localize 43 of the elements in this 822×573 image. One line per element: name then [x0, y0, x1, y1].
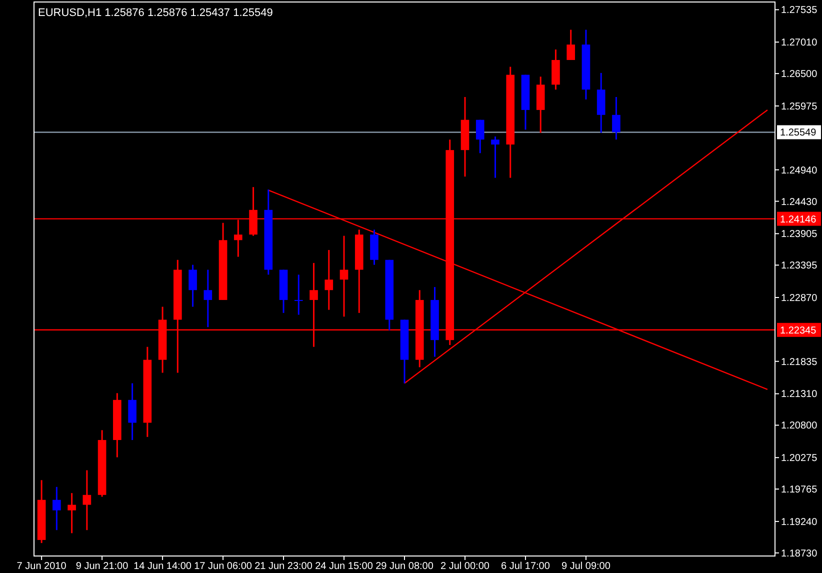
- y-tick-label: 1.23395: [781, 260, 818, 272]
- candlestick: [476, 119, 484, 154]
- y-tick-label: 1.25975: [781, 101, 818, 112]
- ref-line-label: 1.22345: [780, 325, 817, 336]
- candlestick: [491, 136, 500, 179]
- x-tick-label: 24 Jun 15:00: [315, 561, 374, 572]
- candlestick: [566, 29, 576, 61]
- x-tick-label: 14 Jun 14:00: [134, 561, 192, 572]
- text: EURUSD,H1 1.25876 1.25876 1.25437 1.25549: [38, 7, 273, 19]
- candlestick: [128, 382, 136, 441]
- x-tick-label: 7 Jun 2010: [16, 561, 67, 572]
- y-tick-label: 1.19240: [781, 516, 818, 528]
- candlestick: [188, 264, 197, 308]
- candlestick: [324, 249, 334, 311]
- y-tick-label: 1.19765: [781, 484, 818, 496]
- x-tick-label: 9 Jun 21:00: [76, 561, 129, 572]
- candlestick: [52, 486, 61, 531]
- y-tick-label: 1.27535: [781, 5, 818, 16]
- y-tick-label: 1.23905: [781, 229, 818, 240]
- y-tick-label: 1.21310: [781, 389, 818, 400]
- ref-line-label: 1.24146: [780, 214, 817, 226]
- y-tick-label: 1.24430: [781, 196, 818, 208]
- candlestick: [82, 469, 92, 531]
- y-tick-label: 1.24940: [781, 165, 818, 176]
- y-tick-label: 1.21835: [781, 356, 818, 368]
- candlestick: [204, 268, 212, 328]
- candlestick: [612, 96, 620, 140]
- y-tick-label: 1.27010: [781, 38, 818, 49]
- x-tick-label: 17 Jun 06:00: [194, 561, 252, 572]
- ref-line-label: 1.25549: [780, 128, 817, 139]
- y-tick-label: 1.22870: [781, 293, 818, 304]
- x-tick-label: 6 Jul 17:00: [501, 561, 550, 572]
- x-tick-label: 21 Jun 23:00: [254, 561, 313, 572]
- y-tick-label: 1.18730: [781, 548, 818, 560]
- x-tick-label: 29 Jun 08:00: [376, 561, 434, 572]
- candlestick: [294, 274, 303, 316]
- candlestick: [340, 235, 348, 318]
- x-tick-label: 9 Jul 09:00: [562, 561, 611, 572]
- y-tick-label: 1.20800: [781, 420, 818, 432]
- candlestick: [68, 492, 76, 534]
- x-tick-label: 2 Jul 00:00: [440, 561, 490, 572]
- y-tick-label: 1.26500: [781, 69, 818, 80]
- y-tick-label: 1.20275: [781, 453, 818, 464]
